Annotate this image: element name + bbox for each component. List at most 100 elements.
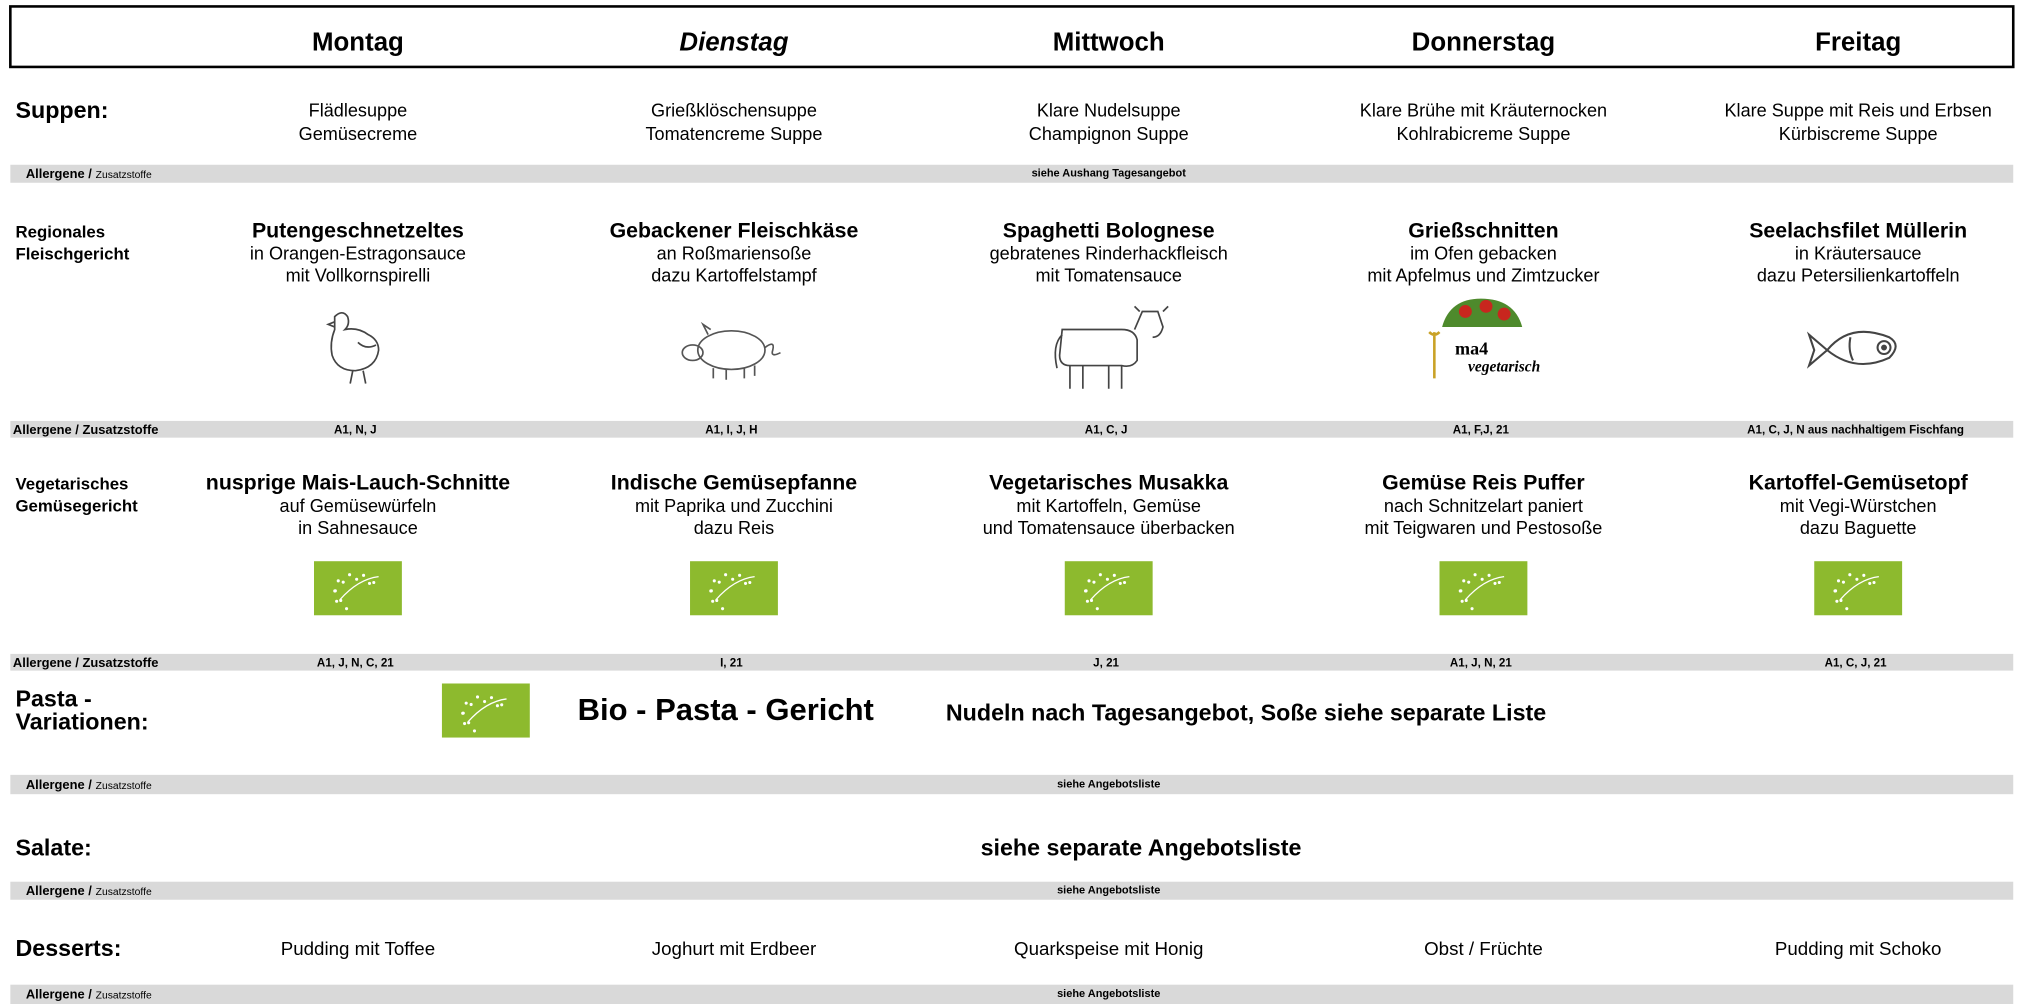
salad-text: siehe separate Angebotsliste: [981, 835, 1302, 861]
allergen-label-sub: Zusatzstoffe: [96, 990, 152, 1001]
bio-logo-star: [1487, 573, 1491, 577]
dish-line: in Sahnesauce: [298, 518, 418, 538]
bio-logo-star: [1092, 580, 1096, 584]
dish-title: Grießschnitten: [1408, 218, 1558, 242]
dish-line: Klare Suppe mit Reis und Erbsen: [1725, 101, 1992, 121]
bio-logo-star: [464, 701, 468, 705]
dessert: Quarkspeise mit Honig: [1014, 938, 1203, 959]
pasta-text: Nudeln nach Tagesangebot, Soße siehe sep…: [946, 700, 1546, 726]
allergen-codes: A1, J, N, C, 21: [317, 657, 394, 670]
bio-logo-star: [461, 711, 465, 715]
bio-logo-star: [1497, 580, 1501, 585]
allergen-label-sub: Zusatzstoffe: [96, 887, 152, 898]
bio-logo-star: [1862, 573, 1866, 577]
dish-line: dazu Petersilienkartoffeln: [1757, 266, 1960, 286]
bio-logo-star: [1868, 581, 1872, 585]
dish-line: mit Paprika und Zucchini: [635, 496, 833, 516]
bio-logo-star: [335, 599, 339, 603]
allergen-note: siehe Aushang Tagesangebot: [1032, 168, 1187, 180]
section-label: Desserts:: [16, 935, 122, 961]
bio-logo-star: [1855, 577, 1859, 581]
bio-logo-star: [348, 573, 352, 577]
dessert: Joghurt mit Erdbeer: [652, 938, 816, 959]
allergen-codes: A1, I, J, H: [705, 424, 757, 437]
chicken-icon: [325, 311, 380, 384]
section-label: Fleischgericht: [16, 244, 130, 263]
fish-icon: [1806, 330, 1897, 369]
dish-line: und Tomatensauce überbacken: [983, 518, 1235, 538]
allergen-bar: [10, 420, 2014, 438]
dish-line: Champignon Suppe: [1029, 124, 1189, 144]
bio-logo-star: [1835, 599, 1839, 603]
bio-logo: [441, 683, 530, 738]
dish-line: gebratenes Rinderhackfleisch: [990, 244, 1228, 264]
pasta-title: Bio - Pasta - Gericht: [578, 692, 874, 727]
bio-logo-star: [333, 589, 337, 593]
dish-line: in Kräutersauce: [1795, 244, 1922, 264]
bio-logo-leaf: [1464, 576, 1505, 601]
allergen-note: siehe Angebotsliste: [1057, 988, 1160, 1000]
bio-logo-star: [1460, 599, 1464, 603]
allergen-bar: [10, 653, 2014, 671]
dish-line: dazu Reis: [694, 518, 774, 538]
dish-line: Klare Brühe mit Kräuternocken: [1360, 101, 1607, 121]
dish-line: Klare Nudelsuppe: [1037, 101, 1181, 121]
bio-logo-star: [336, 579, 340, 583]
dish-title: Putengeschnetzeltes: [252, 218, 464, 242]
allergen-label-main: Allergene /: [26, 987, 92, 1002]
dessert: Pudding mit Toffee: [281, 938, 435, 959]
bio-logo-leaf: [715, 576, 755, 601]
section-label: Gemüsegericht: [16, 497, 139, 516]
bio-logo-star: [721, 607, 725, 611]
bio-logo-star: [1836, 579, 1841, 583]
bio-logo-star: [500, 703, 504, 707]
cow-icon: [1054, 305, 1169, 389]
dish-line: mit Teigwaren und Pestosoße: [1365, 518, 1603, 538]
allergen-bar: [10, 984, 2014, 1004]
logo-text: vegetarisch: [1468, 359, 1540, 376]
bio-logo-star: [712, 579, 716, 583]
allergen-label-sub: Zusatzstoffe: [96, 781, 152, 792]
dish-title: Vegetarisches Musakka: [989, 471, 1228, 495]
bio-logo-star: [743, 581, 748, 585]
bio-logo-leaf: [1839, 576, 1879, 601]
bio-logo-star: [341, 580, 345, 584]
dish-title: Indische Gemüsepfanne: [611, 471, 857, 495]
bio-logo-star: [738, 573, 742, 577]
bio-logo-star: [1462, 579, 1466, 583]
bio-logo-star: [717, 580, 721, 584]
bio-logo-star: [1872, 580, 1876, 585]
dish-line: in Orangen-Estragonsauce: [250, 244, 466, 264]
dish-title: Gemüse Reis Puffer: [1382, 471, 1585, 495]
dessert: Obst / Früchte: [1424, 938, 1543, 959]
bio-logo-leaf: [1090, 576, 1130, 601]
bio-logo: [1064, 561, 1153, 616]
allergen-label: Allergene / Zusatzstoffe: [26, 777, 152, 792]
dessert: Pudding mit Schoko: [1775, 938, 1942, 959]
allergen-codes: A1, C, J, N aus nachhaltigem Fischfang: [1747, 424, 1964, 437]
bio-logo-star: [1112, 573, 1116, 577]
day-header: Dienstag: [679, 29, 788, 57]
bio-logo-star: [362, 573, 366, 577]
dish-title: Kartoffel-Gemüsetopf: [1749, 471, 1969, 495]
bio-logo: [690, 561, 778, 616]
allergen-label-main: Allergene /: [26, 166, 92, 181]
day-header: Freitag: [1815, 29, 1901, 57]
bio-logo-star: [483, 699, 487, 704]
bio-logo-star: [1105, 577, 1109, 581]
dish-line: auf Gemüsewürfeln: [280, 496, 437, 516]
bio-logo-star: [345, 607, 349, 611]
dish-line: Kürbiscreme Suppe: [1779, 124, 1938, 144]
bio-logo-star: [748, 580, 752, 585]
vegetarian-logo: ma4 vegetarisch: [1428, 298, 1540, 379]
bio-logo-star: [475, 695, 480, 699]
section-label: Regionales: [16, 222, 106, 241]
dish-title: nusprige Mais-Lauch-Schnitte: [206, 471, 510, 495]
allergen-codes: A1, J, N, 21: [1450, 657, 1513, 670]
header-box: [9, 5, 2015, 69]
bio-logo-star: [367, 581, 372, 585]
bio-logo-leaf: [467, 698, 507, 723]
dish-line: dazu Kartoffelstampf: [651, 266, 817, 286]
allergen-label-main: Allergene /: [26, 777, 92, 792]
